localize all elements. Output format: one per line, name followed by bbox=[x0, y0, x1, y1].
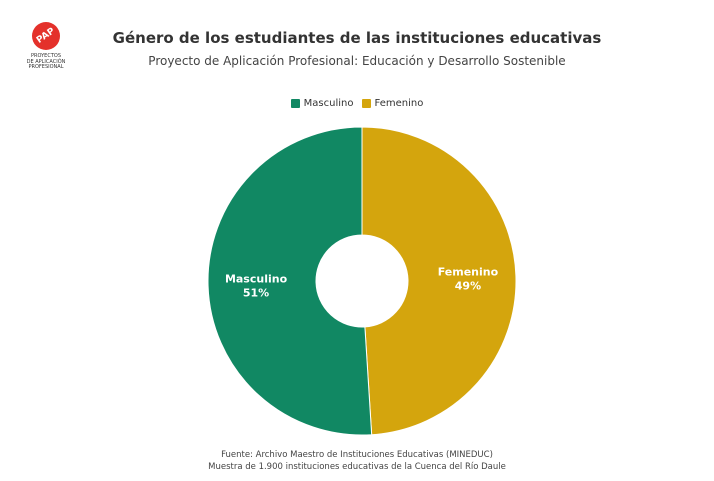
pap-logo: PAP PROYECTOS DE APLICACIÓN PROFESIONAL bbox=[18, 22, 74, 71]
legend-item-masculino[interactable]: Masculino bbox=[290, 98, 354, 109]
donut-slice-masculino[interactable] bbox=[207, 126, 373, 436]
slice-label-masculino: Masculino bbox=[225, 272, 288, 285]
chart-footer: Fuente: Archivo Maestro de Instituciones… bbox=[0, 449, 714, 473]
footer-source: Fuente: Archivo Maestro de Instituciones… bbox=[221, 450, 493, 460]
legend-swatch-femenino bbox=[361, 99, 371, 108]
slice-value-masculino: 51% bbox=[243, 286, 269, 299]
chart-legend: Masculino Femenino bbox=[0, 98, 714, 109]
donut-slice-femenino[interactable] bbox=[361, 126, 517, 436]
chart-subtitle: Proyecto de Aplicación Profesional: Educ… bbox=[148, 54, 566, 68]
legend-label-femenino: Femenino bbox=[374, 98, 424, 109]
legend-swatch-masculino bbox=[290, 99, 300, 108]
footer-sample: Muestra de 1.900 instituciones educativa… bbox=[208, 462, 506, 472]
pap-logo-text: PROYECTOS DE APLICACIÓN PROFESIONAL bbox=[26, 53, 66, 71]
legend-label-masculino: Masculino bbox=[303, 98, 354, 109]
slice-label-femenino: Femenino bbox=[438, 266, 499, 279]
legend-item-femenino[interactable]: Femenino bbox=[361, 98, 424, 109]
pap-logo-badge: PAP bbox=[32, 22, 60, 50]
slice-value-femenino: 49% bbox=[455, 280, 481, 293]
chart-title: Género de los estudiantes de las institu… bbox=[112, 29, 602, 47]
